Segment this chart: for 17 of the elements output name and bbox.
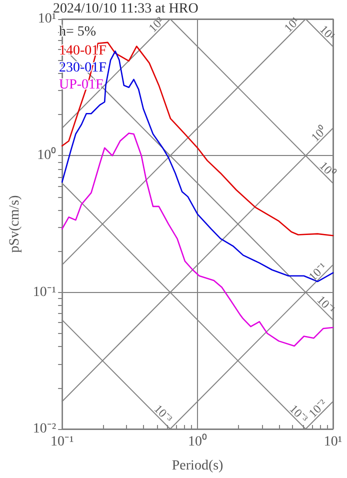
annotation: 10¹ [281, 14, 302, 35]
x-tick-label: 10⁰ [188, 434, 208, 450]
annotation: 10⁻¹ [306, 260, 330, 284]
y-tick-label: 10⁰ [37, 147, 56, 164]
x-tick-label: 10¹ [324, 434, 342, 450]
y-tick-label: 10⁻² [32, 422, 56, 436]
annotation: 10² [146, 14, 167, 35]
annotation: 10⁻³ [151, 402, 176, 426]
annotation: 10⁻¹ [314, 292, 338, 317]
annotation: 10⁻³ [286, 402, 311, 426]
y-axis-title: pSv(cm/s) [8, 194, 22, 253]
annotation: 10⁰ [308, 123, 330, 144]
x-tick-label: 10⁻¹ [50, 434, 74, 450]
y-tick-label: 10⁻¹ [32, 284, 56, 300]
annotation: 10⁰ [316, 158, 338, 180]
annotation: 10¹ [317, 22, 338, 44]
x-axis-title: Period(s) [172, 458, 224, 474]
